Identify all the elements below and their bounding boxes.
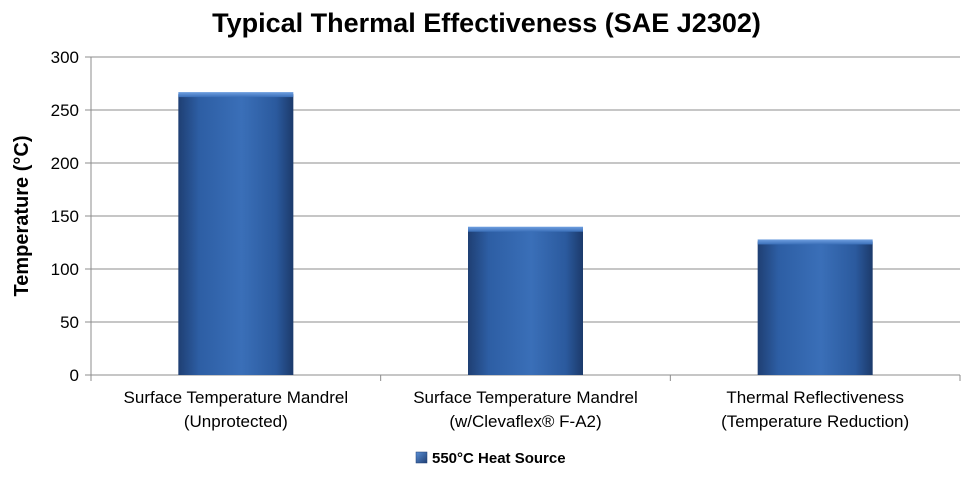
bar [178,94,294,375]
legend-swatch [415,451,428,464]
x-tick-label: (Temperature Reduction) [721,412,909,431]
bar [468,228,583,375]
bar-top [757,239,873,245]
x-tick-label: Surface Temperature Mandrel [124,388,349,407]
y-axis-label: Temperature (°C) [11,136,33,297]
y-tick-label: 50 [60,313,79,332]
x-tick-label: Thermal Reflectiveness [726,388,904,407]
chart-title: Typical Thermal Effectiveness (SAE J2302… [212,8,761,38]
y-tick-label: 250 [51,101,79,120]
x-tick-label: (w/Clevaflex® F-A2) [449,412,601,431]
bar [757,241,873,375]
bar-top [468,226,583,232]
y-tick-label: 200 [51,154,79,173]
bar-group [757,239,873,375]
y-tick-label: 150 [51,207,79,226]
y-tick-label: 100 [51,260,79,279]
y-tick-label: 300 [51,48,79,67]
legend-label: 550°C Heat Source [432,450,566,467]
x-tick-label: (Unprotected) [184,412,288,431]
bar-group [178,92,294,375]
bar-top [178,92,294,98]
x-tick-label: Surface Temperature Mandrel [413,388,638,407]
y-tick-label: 0 [70,366,79,385]
bar-group [468,226,583,375]
